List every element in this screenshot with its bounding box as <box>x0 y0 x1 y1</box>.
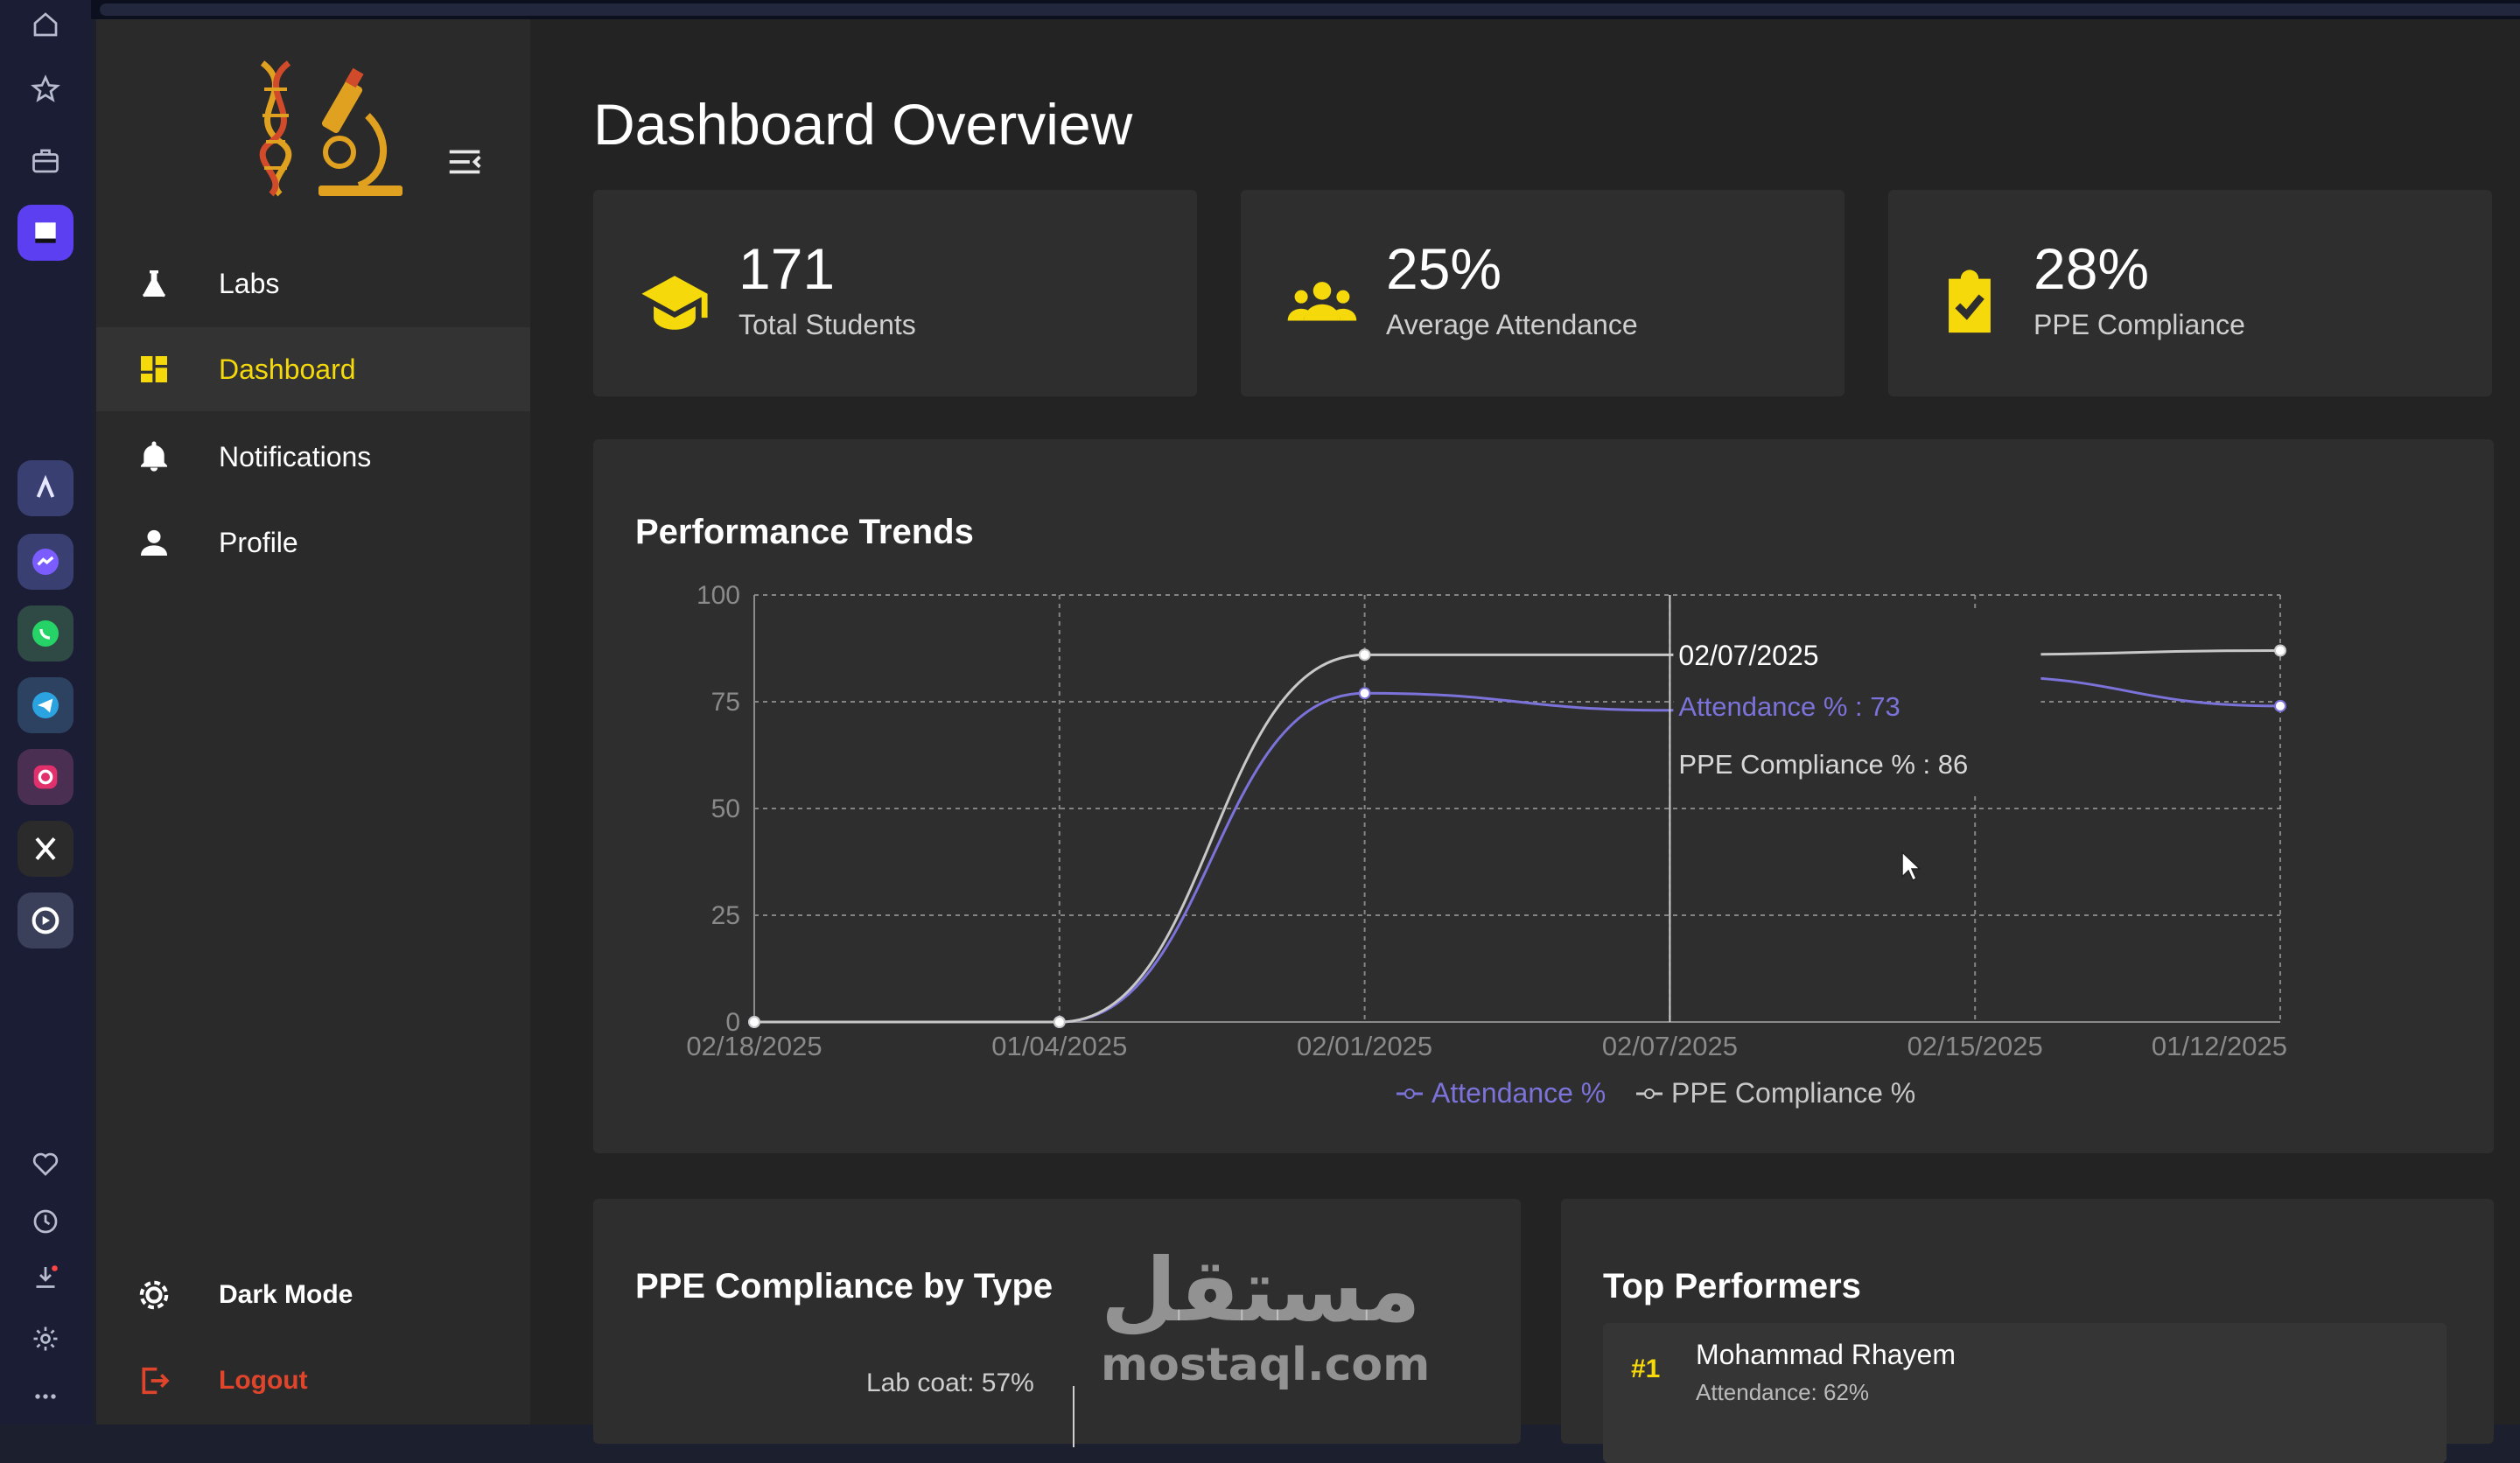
settings-icon[interactable] <box>21 1314 70 1363</box>
series-line-1 <box>753 648 2281 1024</box>
legend-label-0: Attendance % <box>1432 1077 1606 1109</box>
download-icon[interactable] <box>21 1253 70 1302</box>
messenger-icon[interactable] <box>18 534 74 590</box>
performer-name: Mohammad Rhayem <box>1696 1339 1956 1370</box>
performer-row[interactable]: #1 Mohammad Rhayem Attendance: 62% <box>1603 1323 2446 1463</box>
x-icon[interactable] <box>18 821 74 877</box>
stat-value: 25% <box>1386 236 1502 301</box>
home-icon[interactable] <box>21 0 70 49</box>
x-tick-label: 01/12/2025 <box>2152 1031 2287 1061</box>
y-tick-label: 0 <box>725 1008 740 1037</box>
tooltip-attendance: Attendance % : 73 <box>1678 691 1900 722</box>
logout-button[interactable]: Logout <box>96 1339 530 1423</box>
nav-labs-label: Labs <box>219 267 280 299</box>
data-point <box>2274 644 2286 657</box>
y-tick-label: 75 <box>711 688 740 717</box>
whatsapp-icon[interactable] <box>18 606 74 662</box>
stat-card-students: 171 Total Students <box>593 190 1197 396</box>
legend-marker-1 <box>1644 1088 1655 1099</box>
watermark-latin: mostaql.com <box>1101 1339 1431 1391</box>
active-tab-icon[interactable] <box>18 205 74 261</box>
app-launcher-icon[interactable] <box>18 460 74 516</box>
logout-label: Logout <box>219 1366 308 1395</box>
stat-value: 171 <box>738 236 836 301</box>
pie-label: Lab coat: 57% <box>866 1368 1034 1397</box>
dark-mode-toggle[interactable]: Dark Mode <box>96 1253 530 1337</box>
watermark: مستقل mostaql.com <box>1101 1239 1431 1392</box>
stat-caption: PPE Compliance <box>2034 309 2245 340</box>
x-tick-label: 02/07/2025 <box>1602 1031 1738 1061</box>
nav-notifications[interactable]: Notifications <box>96 415 530 499</box>
y-tick-label: 100 <box>696 581 740 610</box>
group-icon <box>1287 282 1357 321</box>
nav-dashboard[interactable]: Dashboard <box>96 327 530 411</box>
watermark-arabic: مستقل <box>1101 1239 1421 1341</box>
star-icon[interactable] <box>21 65 70 114</box>
data-point <box>2274 699 2286 712</box>
tooltip-date: 02/07/2025 <box>1678 640 1818 671</box>
person-icon <box>135 523 173 562</box>
gear-icon <box>135 1276 173 1314</box>
data-point <box>1358 648 1371 662</box>
performance-trends-card: Performance Trends 0 25 50 75 100 02/18/2025 0… <box>593 439 2494 1153</box>
browser-top-strip <box>91 0 2520 19</box>
player-icon[interactable] <box>18 892 74 948</box>
graduation-cap-icon <box>641 276 708 330</box>
stat-card-attendance: 25% Average Attendance <box>1241 190 1844 396</box>
y-tick-label: 25 <box>711 901 740 930</box>
ppe-by-type-card: PPE Compliance by Type Lab coat: 57% <box>593 1199 1521 1447</box>
top-performers-title: Top Performers <box>1603 1267 1861 1306</box>
x-tick-label: 02/18/2025 <box>686 1031 822 1061</box>
nav-profile-label: Profile <box>219 526 298 558</box>
page-title: Dashboard Overview <box>593 92 1133 157</box>
lab-logo-icon <box>259 60 402 197</box>
nav-labs[interactable]: Labs <box>96 242 530 326</box>
main-content: Dashboard Overview 171 Total Students 25… <box>530 19 2520 1463</box>
x-tick-label: 02/15/2025 <box>1908 1031 2043 1061</box>
telegram-icon[interactable] <box>18 677 74 733</box>
stat-value: 28% <box>2034 236 2150 301</box>
performer-detail: Attendance: 62% <box>1696 1379 1870 1405</box>
instagram-icon[interactable] <box>18 749 74 805</box>
stat-caption: Average Attendance <box>1386 309 1638 340</box>
x-tick-label: 02/01/2025 <box>1297 1031 1432 1061</box>
data-point <box>748 1016 760 1028</box>
tooltip-box <box>1673 611 2041 796</box>
dark-mode-label: Dark Mode <box>219 1280 354 1309</box>
heart-icon[interactable] <box>21 1139 70 1188</box>
performance-chart[interactable]: 0 25 50 75 100 02/18/2025 01/04/2025 02/01/2025… <box>593 439 2494 1153</box>
stat-caption: Total Students <box>738 309 916 340</box>
nav-dashboard-label: Dashboard <box>219 353 356 385</box>
dashboard-icon <box>135 350 173 388</box>
x-tick-label: 01/04/2025 <box>991 1031 1127 1061</box>
sidebar: Labs Dashboard Notifications Profile Dar… <box>96 19 530 1424</box>
tooltip-ppe: PPE Compliance % : 86 <box>1678 749 1968 780</box>
mouse-cursor-icon <box>1901 850 1922 882</box>
flask-icon <box>135 264 173 303</box>
browser-sidebar <box>0 0 91 1424</box>
more-icon[interactable] <box>21 1372 70 1421</box>
legend-label-1: PPE Compliance % <box>1671 1077 1915 1109</box>
ppe-by-type-title: PPE Compliance by Type <box>635 1267 1054 1306</box>
y-tick-label: 50 <box>711 794 740 823</box>
app-window: Labs Dashboard Notifications Profile Dar… <box>96 19 2520 1463</box>
briefcase-icon[interactable] <box>21 136 70 186</box>
bell-icon <box>135 438 173 476</box>
logout-icon <box>135 1362 173 1400</box>
data-point <box>1358 687 1371 700</box>
data-point <box>1053 1016 1066 1028</box>
pie-slice-edge <box>1073 1386 1074 1447</box>
history-icon[interactable] <box>21 1197 70 1246</box>
series-line-0 <box>753 675 2281 1024</box>
performance-trends-title: Performance Trends <box>635 513 974 551</box>
nav-profile[interactable]: Profile <box>96 500 530 584</box>
legend-marker-0 <box>1404 1088 1415 1099</box>
performer-rank: #1 <box>1631 1354 1661 1383</box>
collapse-menu-icon[interactable] <box>444 142 485 182</box>
nav-notifications-label: Notifications <box>219 440 372 472</box>
clipboard-check-icon <box>1949 270 1991 333</box>
stat-card-ppe: 28% PPE Compliance <box>1888 190 2492 396</box>
top-performers-card: Top Performers #1 Mohammad Rhayem Attend… <box>1561 1199 2494 1463</box>
